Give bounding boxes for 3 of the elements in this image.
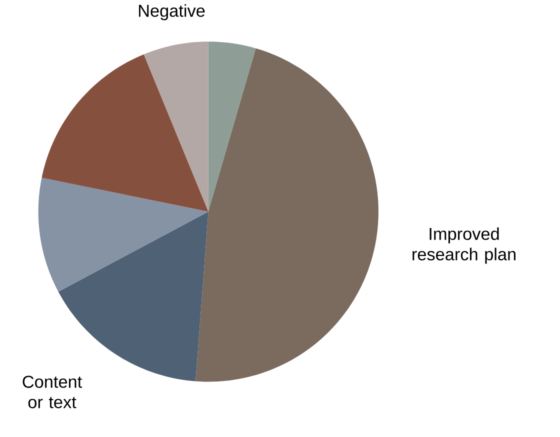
slice-label: Improved research plan	[412, 227, 516, 264]
slice-label: Content or text	[22, 376, 82, 408]
slice-label: Negative	[138, 4, 205, 20]
